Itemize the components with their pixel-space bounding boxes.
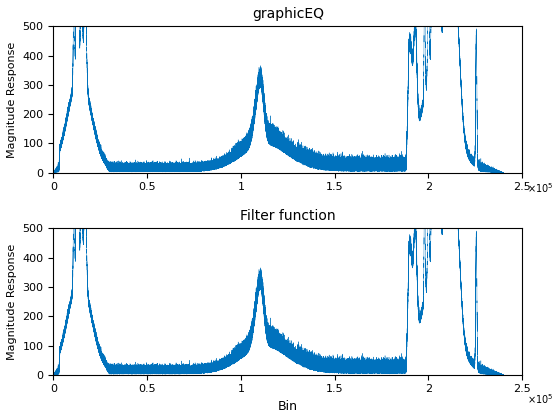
- Text: $\times10^5$: $\times10^5$: [527, 181, 553, 195]
- Y-axis label: Magnitude Response: Magnitude Response: [7, 244, 17, 360]
- Y-axis label: Magnitude Response: Magnitude Response: [7, 41, 17, 158]
- Text: $\times10^5$: $\times10^5$: [527, 392, 553, 406]
- Title: Filter function: Filter function: [240, 209, 335, 223]
- X-axis label: Bin: Bin: [278, 400, 298, 413]
- Title: graphicEQ: graphicEQ: [252, 7, 324, 21]
